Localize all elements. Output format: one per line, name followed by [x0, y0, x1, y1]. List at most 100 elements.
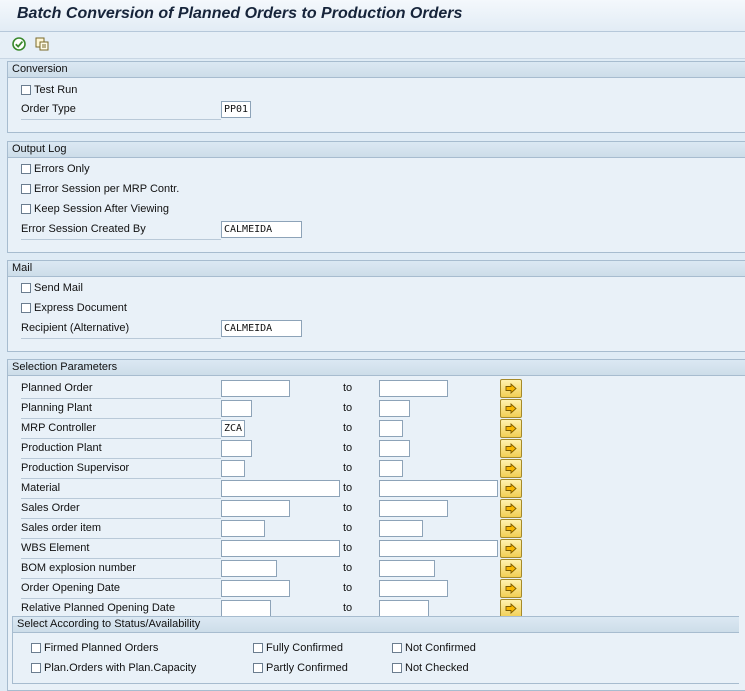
get-variant-icon[interactable]	[34, 36, 52, 54]
conversion-header: Conversion	[8, 62, 745, 78]
sales-order-label: Sales Order	[21, 500, 221, 519]
wbs-element-label: WBS Element	[21, 540, 221, 559]
wbs-element-to-input[interactable]	[379, 540, 498, 557]
keep-session-checkbox[interactable]	[21, 204, 31, 214]
relative-planned-opening-date-to-input[interactable]	[379, 600, 429, 617]
fully-confirmed-checkbox[interactable]	[253, 643, 263, 653]
sales-order-to-input[interactable]	[379, 500, 448, 517]
order-opening-date-from-input[interactable]	[221, 580, 290, 597]
test-run-checkbox[interactable]	[21, 85, 31, 95]
order-opening-date-label-text: Order Opening Date	[21, 582, 121, 594]
sales-order-label-text: Sales Order	[21, 502, 80, 514]
conversion-group: Conversion Test Run Order Type PP01	[7, 61, 745, 133]
production-supervisor-label-text: Production Supervisor	[21, 462, 130, 474]
error-session-checkbox[interactable]	[21, 184, 31, 194]
wbs-element-multiple-selection-button[interactable]	[500, 539, 522, 558]
not-confirmed-row: Not Confirmed	[392, 641, 522, 659]
firmed-row: Firmed Planned Orders	[31, 641, 251, 659]
arrow-right-icon	[505, 403, 517, 414]
production-plant-from-input[interactable]	[221, 440, 252, 457]
production-supervisor-from-input[interactable]	[221, 460, 245, 477]
bom-explosion-number-from-input[interactable]	[221, 560, 277, 577]
order-type-label-text: Order Type	[21, 103, 76, 115]
test-run-label: Test Run	[34, 84, 78, 96]
errors-only-label: Errors Only	[34, 163, 90, 175]
sales-order-to-label: to	[343, 502, 353, 514]
sales-order-item-multiple-selection-button[interactable]	[500, 519, 522, 538]
page-title: Batch Conversion of Planned Orders to Pr…	[17, 5, 463, 22]
fully-confirmed-row: Fully Confirmed	[253, 641, 383, 659]
planned-order-multiple-selection-button[interactable]	[500, 379, 522, 398]
express-document-checkbox[interactable]	[21, 303, 31, 313]
bom-explosion-number-multiple-selection-button[interactable]	[500, 559, 522, 578]
not-checked-label: Not Checked	[405, 662, 469, 674]
arrow-right-icon	[505, 383, 517, 394]
production-supervisor-to-input[interactable]	[379, 460, 403, 477]
production-plant-label: Production Plant	[21, 440, 221, 459]
partly-confirmed-label: Partly Confirmed	[266, 662, 348, 674]
partly-confirmed-checkbox[interactable]	[253, 663, 263, 673]
not-checked-checkbox[interactable]	[392, 663, 402, 673]
application-toolbar	[0, 32, 745, 59]
not-confirmed-checkbox[interactable]	[392, 643, 402, 653]
material-multiple-selection-button[interactable]	[500, 479, 522, 498]
sales-order-from-input[interactable]	[221, 500, 290, 517]
arrow-right-icon	[505, 503, 517, 514]
errors-only-checkbox[interactable]	[21, 164, 31, 174]
firmed-label: Firmed Planned Orders	[44, 642, 159, 654]
not-checked-row: Not Checked	[392, 661, 522, 679]
order-opening-date-label: Order Opening Date	[21, 580, 221, 599]
production-plant-to-input[interactable]	[379, 440, 410, 457]
bom-explosion-number-to-input[interactable]	[379, 560, 435, 577]
execute-icon[interactable]	[11, 36, 29, 54]
recipient-input[interactable]: CALMEIDA	[221, 320, 302, 337]
plan-capacity-label: Plan.Orders with Plan.Capacity	[44, 662, 197, 674]
production-supervisor-multiple-selection-button[interactable]	[500, 459, 522, 478]
order-opening-date-to-input[interactable]	[379, 580, 448, 597]
planning-plant-multiple-selection-button[interactable]	[500, 399, 522, 418]
send-mail-row: Send Mail	[21, 281, 271, 299]
sales-order-item-label-text: Sales order item	[21, 522, 102, 534]
production-supervisor-to-label: to	[343, 462, 353, 474]
keep-session-label: Keep Session After Viewing	[34, 203, 169, 215]
mrp-controller-label: MRP Controller	[21, 420, 221, 439]
mrp-controller-to-label: to	[343, 422, 353, 434]
production-supervisor-label: Production Supervisor	[21, 460, 221, 479]
title-bar: Batch Conversion of Planned Orders to Pr…	[0, 0, 745, 32]
planned-order-label: Planned Order	[21, 380, 221, 399]
relative-planned-opening-date-from-input[interactable]	[221, 600, 271, 617]
planned-order-to-label: to	[343, 382, 353, 394]
mrp-controller-to-input[interactable]	[379, 420, 403, 437]
order-opening-date-multiple-selection-button[interactable]	[500, 579, 522, 598]
send-mail-checkbox[interactable]	[21, 283, 31, 293]
arrow-right-icon	[505, 523, 517, 534]
planning-plant-from-input[interactable]	[221, 400, 252, 417]
sales-order-item-to-input[interactable]	[379, 520, 423, 537]
arrow-right-icon	[505, 603, 517, 614]
sales-order-item-from-input[interactable]	[221, 520, 265, 537]
firmed-checkbox[interactable]	[31, 643, 41, 653]
order-type-input[interactable]: PP01	[221, 101, 251, 118]
material-from-input[interactable]	[221, 480, 340, 497]
created-by-input[interactable]: CALMEIDA	[221, 221, 302, 238]
planning-plant-to-input[interactable]	[379, 400, 410, 417]
output-log-header: Output Log	[8, 142, 745, 158]
arrow-right-icon	[505, 583, 517, 594]
order-opening-date-to-label: to	[343, 582, 353, 594]
production-plant-multiple-selection-button[interactable]	[500, 439, 522, 458]
mail-header: Mail	[8, 261, 745, 277]
bom-explosion-number-to-label: to	[343, 562, 353, 574]
mrp-controller-multiple-selection-button[interactable]	[500, 419, 522, 438]
wbs-element-from-input[interactable]	[221, 540, 340, 557]
relative-planned-opening-date-to-label: to	[343, 602, 353, 614]
sales-order-multiple-selection-button[interactable]	[500, 499, 522, 518]
planned-order-from-input[interactable]	[221, 380, 290, 397]
keep-session-row: Keep Session After Viewing	[21, 202, 271, 220]
material-label-text: Material	[21, 482, 61, 494]
material-to-input[interactable]	[379, 480, 498, 497]
arrow-right-icon	[505, 463, 517, 474]
bom-explosion-number-label: BOM explosion number	[21, 560, 221, 579]
planned-order-to-input[interactable]	[379, 380, 448, 397]
mrp-controller-from-input[interactable]: ZCA	[221, 420, 245, 437]
plan-capacity-checkbox[interactable]	[31, 663, 41, 673]
